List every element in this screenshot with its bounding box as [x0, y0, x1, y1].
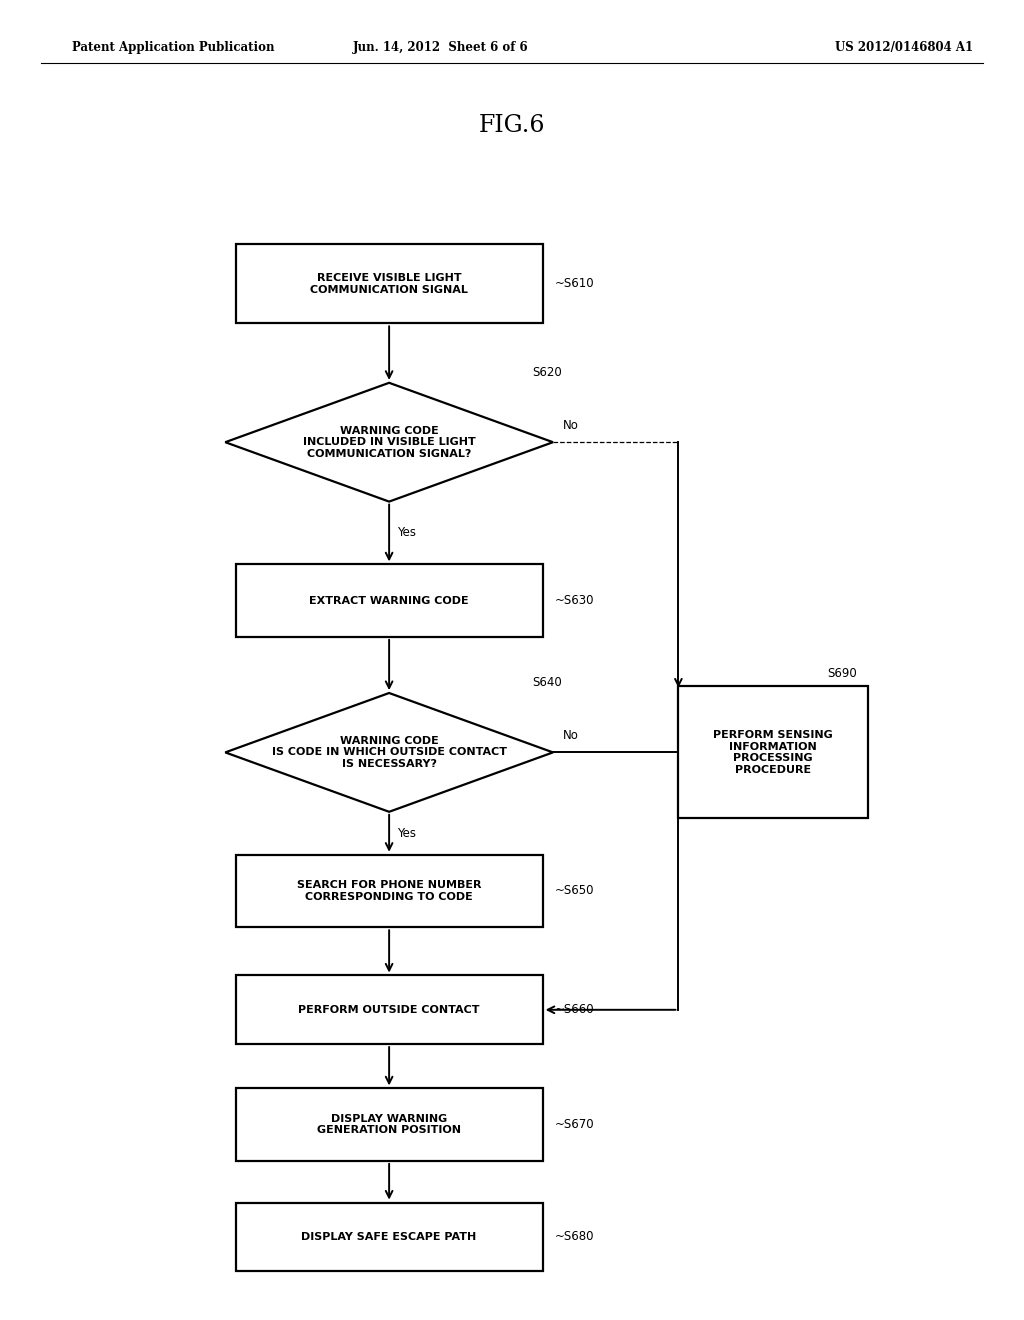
Text: EXTRACT WARNING CODE: EXTRACT WARNING CODE — [309, 595, 469, 606]
Bar — [236, 564, 543, 636]
Text: PERFORM SENSING
INFORMATION
PROCESSING
PROCEDURE: PERFORM SENSING INFORMATION PROCESSING P… — [714, 730, 833, 775]
Text: Yes: Yes — [397, 826, 417, 840]
Text: No: No — [563, 418, 580, 432]
Polygon shape — [225, 693, 553, 812]
Text: ~S630: ~S630 — [555, 594, 595, 607]
Text: ~S680: ~S680 — [555, 1230, 595, 1243]
Text: ~S670: ~S670 — [555, 1118, 595, 1131]
Text: PERFORM OUTSIDE CONTACT: PERFORM OUTSIDE CONTACT — [298, 1005, 480, 1015]
Text: DISPLAY WARNING
GENERATION POSITION: DISPLAY WARNING GENERATION POSITION — [317, 1114, 461, 1135]
Text: S640: S640 — [532, 676, 562, 689]
Bar — [236, 1088, 543, 1162]
Text: ~S610: ~S610 — [555, 277, 595, 290]
Text: No: No — [563, 729, 580, 742]
Text: S690: S690 — [827, 667, 857, 680]
Bar — [236, 1203, 543, 1271]
Text: DISPLAY SAFE ESCAPE PATH: DISPLAY SAFE ESCAPE PATH — [301, 1232, 477, 1242]
Bar — [236, 244, 543, 323]
Text: Patent Application Publication: Patent Application Publication — [72, 41, 274, 54]
Text: ~S650: ~S650 — [555, 884, 595, 898]
Bar — [678, 686, 867, 818]
Text: US 2012/0146804 A1: US 2012/0146804 A1 — [835, 41, 973, 54]
Bar — [236, 975, 543, 1044]
Polygon shape — [225, 383, 553, 502]
Bar — [236, 855, 543, 927]
Text: WARNING CODE
INCLUDED IN VISIBLE LIGHT
COMMUNICATION SIGNAL?: WARNING CODE INCLUDED IN VISIBLE LIGHT C… — [303, 425, 475, 459]
Text: Yes: Yes — [397, 527, 417, 540]
Text: SEARCH FOR PHONE NUMBER
CORRESPONDING TO CODE: SEARCH FOR PHONE NUMBER CORRESPONDING TO… — [297, 880, 481, 902]
Text: WARNING CODE
IS CODE IN WHICH OUTSIDE CONTACT
IS NECESSARY?: WARNING CODE IS CODE IN WHICH OUTSIDE CO… — [271, 735, 507, 770]
Text: FIG.6: FIG.6 — [479, 114, 545, 137]
Text: Jun. 14, 2012  Sheet 6 of 6: Jun. 14, 2012 Sheet 6 of 6 — [352, 41, 528, 54]
Text: ~S660: ~S660 — [555, 1003, 595, 1016]
Text: S620: S620 — [532, 366, 562, 379]
Text: RECEIVE VISIBLE LIGHT
COMMUNICATION SIGNAL: RECEIVE VISIBLE LIGHT COMMUNICATION SIGN… — [310, 273, 468, 294]
